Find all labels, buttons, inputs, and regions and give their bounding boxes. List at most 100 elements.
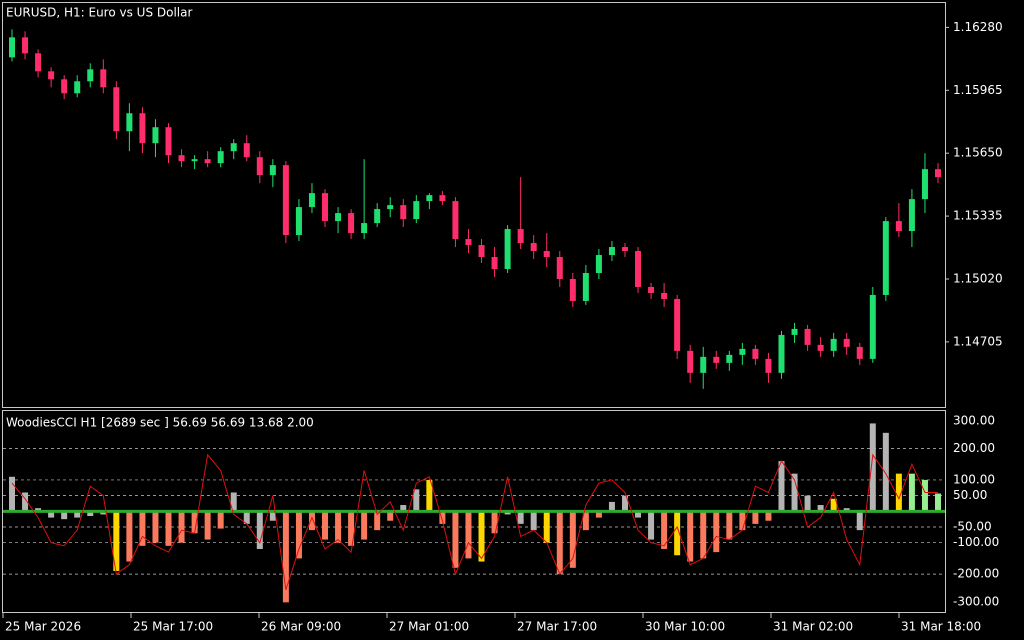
candle-body: [113, 87, 120, 132]
cci-bar: [269, 511, 276, 521]
cci-bar: [400, 505, 407, 512]
candle-body: [556, 257, 563, 279]
candle-body: [439, 195, 446, 202]
y-tick-label: 1.16280: [953, 20, 1003, 34]
candle-body: [895, 221, 902, 232]
candle-body: [413, 201, 420, 220]
cci-bar: [895, 473, 902, 512]
cci-bar: [452, 511, 459, 568]
candle-body: [648, 286, 655, 293]
candle-body: [269, 165, 276, 176]
cci-bar: [322, 511, 329, 540]
cci-bar: [687, 511, 694, 562]
cci-bar: [908, 473, 915, 512]
y-tick-label: -50.00: [953, 520, 992, 534]
cci-bar: [856, 511, 863, 531]
candle-body: [817, 344, 824, 351]
candle-body: [126, 113, 133, 132]
cci-bar: [217, 511, 224, 529]
candle-body: [830, 338, 837, 351]
x-tick-label: 27 Mar 01:00: [389, 620, 469, 634]
candle-body: [191, 159, 198, 162]
cci-bar: [439, 511, 446, 524]
candle-body: [48, 71, 55, 80]
y-tick-label: 100.00: [953, 472, 995, 486]
cci-bar: [830, 498, 837, 512]
cci-bar: [569, 511, 576, 568]
x-tick-label: 25 Mar 17:00: [133, 620, 213, 634]
cci-bar: [361, 511, 368, 540]
cci-bar: [48, 511, 55, 518]
candle-body: [87, 69, 94, 82]
candle-body: [530, 243, 537, 252]
candle-body: [700, 356, 707, 373]
candle-body: [165, 127, 172, 156]
cci-bar: [139, 511, 146, 546]
cci-bar: [608, 501, 615, 512]
cci-bar: [882, 432, 889, 512]
candle-body: [713, 356, 720, 363]
candle-body: [465, 239, 472, 246]
candle-body: [882, 221, 889, 295]
cci-bar: [700, 511, 707, 559]
candle-body: [426, 195, 433, 202]
x-tick-label: 30 Mar 10:00: [645, 620, 725, 634]
candle-body: [74, 81, 81, 94]
candle-body: [778, 334, 785, 373]
candle-body: [621, 247, 628, 252]
candle-body: [856, 346, 863, 359]
cci-bar: [556, 511, 563, 575]
y-tick-label: 50.00: [953, 488, 987, 502]
y-tick-label: -300.00: [953, 595, 999, 609]
cci-bar: [869, 423, 876, 512]
candle-body: [322, 193, 329, 222]
cci-bar: [791, 473, 798, 512]
y-tick-label: 1.14705: [953, 334, 1003, 348]
indicator-title: WoodiesCCI H1 [2689 sec ] 56.69 56.69 13…: [6, 416, 314, 430]
candle-body: [869, 294, 876, 359]
candle-body: [517, 229, 524, 244]
candle-body: [635, 251, 642, 287]
x-tick-label: 27 Mar 17:00: [517, 620, 597, 634]
candle-body: [752, 348, 759, 359]
cci-bar: [152, 511, 159, 543]
cci-bar: [308, 511, 315, 531]
cci-bar: [739, 511, 746, 531]
candle-body: [295, 207, 302, 236]
cci-bar: [595, 511, 602, 518]
candle-body: [387, 205, 394, 210]
cci-bar: [61, 511, 68, 520]
cci-bar: [478, 511, 485, 562]
candle-body: [308, 193, 315, 208]
candle-body: [348, 213, 355, 234]
cci-bar: [817, 505, 824, 512]
cci-bar: [504, 511, 511, 515]
turbo-cci-line: [11, 453, 938, 590]
candle-body: [452, 201, 459, 240]
cci-bar: [661, 511, 668, 549]
candle-body: [400, 205, 407, 220]
cci-bar: [295, 511, 302, 559]
candle-body: [9, 37, 15, 58]
cci-bar: [713, 511, 720, 553]
candle-body: [791, 328, 798, 335]
cci-bar: [778, 461, 785, 512]
cci-bar: [387, 511, 394, 521]
candle-body: [61, 79, 68, 94]
cci-bar: [530, 511, 537, 531]
cci-bar: [635, 511, 642, 518]
candle-body: [491, 257, 498, 270]
cci-bar: [22, 492, 29, 512]
candle-body: [661, 292, 668, 299]
cci-bar: [230, 492, 237, 512]
cci-bar: [100, 511, 107, 515]
candle-body: [804, 328, 811, 345]
candle-body: [100, 69, 107, 88]
candle-body: [478, 245, 485, 258]
candle-body: [921, 169, 928, 200]
cci-bar: [765, 511, 772, 521]
x-tick-label: 31 Mar 02:00: [773, 620, 853, 634]
cci-bar: [335, 511, 342, 543]
x-tick-label: 26 Mar 09:00: [261, 620, 341, 634]
cci-bar: [674, 511, 681, 556]
